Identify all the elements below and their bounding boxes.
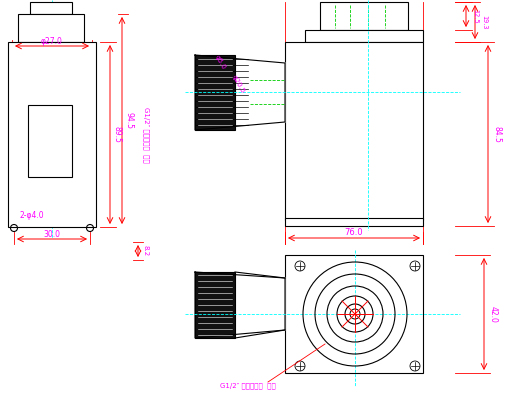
Text: 30.0: 30.0	[43, 229, 61, 238]
Text: 89.5: 89.5	[112, 126, 122, 143]
Bar	[195, 272, 235, 338]
Text: 12.5: 12.5	[472, 9, 478, 23]
Bar	[28, 105, 72, 177]
Text: 84.5: 84.5	[493, 126, 501, 143]
Bar	[285, 218, 423, 226]
Text: G1/2″ 标准螺纹管  正旋: G1/2″ 标准螺纹管 正旋	[143, 107, 149, 163]
Text: 8.2: 8.2	[143, 245, 149, 256]
Text: 76.0: 76.0	[345, 227, 363, 236]
Bar	[195, 55, 235, 130]
Polygon shape	[195, 55, 285, 130]
Text: 2-φ4.0: 2-φ4.0	[20, 210, 45, 219]
Text: 42.0: 42.0	[489, 306, 497, 322]
Bar	[285, 255, 423, 373]
Text: φ5.0: φ5.0	[213, 54, 227, 70]
Bar	[305, 30, 423, 42]
Text: φ20.5: φ20.5	[231, 74, 246, 94]
Bar	[30, 2, 72, 14]
Bar	[285, 42, 423, 220]
Bar	[320, 2, 408, 30]
Polygon shape	[195, 272, 285, 338]
Text: 19.3: 19.3	[481, 15, 487, 29]
Text: 94.5: 94.5	[125, 112, 133, 129]
Bar	[8, 42, 96, 227]
Text: φ27.0: φ27.0	[41, 37, 63, 45]
Text: G1/2″ 标准螺纹管  正旋: G1/2″ 标准螺纹管 正旋	[220, 383, 276, 389]
Bar	[18, 14, 84, 42]
